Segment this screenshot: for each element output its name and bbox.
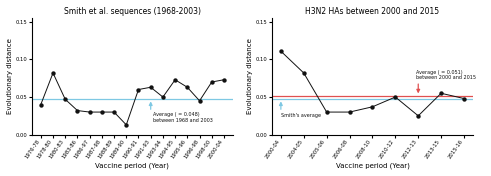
Point [437, 92, 445, 95]
Y-axis label: Evolutionary distance: Evolutionary distance [247, 38, 253, 114]
Text: Smith's average: Smith's average [281, 113, 321, 118]
Point [61, 98, 69, 101]
Text: Average ( = 0.048)
between 1968 and 2003: Average ( = 0.048) between 1968 and 2003 [153, 112, 213, 123]
Point [195, 99, 203, 102]
Point [159, 96, 167, 98]
Point [110, 111, 118, 114]
Y-axis label: Evolutionary distance: Evolutionary distance [7, 38, 13, 114]
Point [37, 103, 45, 106]
Point [135, 88, 142, 91]
X-axis label: Vaccine period (Year): Vaccine period (Year) [95, 163, 169, 169]
Title: H3N2 HAs between 2000 and 2015: H3N2 HAs between 2000 and 2015 [305, 7, 439, 16]
Title: Smith et al. sequences (1968-2003): Smith et al. sequences (1968-2003) [64, 7, 201, 16]
Point [460, 97, 468, 100]
Point [220, 78, 228, 81]
Point [98, 111, 106, 114]
Point [49, 72, 57, 74]
X-axis label: Vaccine period (Year): Vaccine period (Year) [335, 163, 409, 169]
Point [147, 86, 155, 89]
Point [323, 111, 330, 114]
Text: Average ( = 0.051)
between 2000 and 2015: Average ( = 0.051) between 2000 and 2015 [416, 70, 476, 80]
Point [277, 50, 285, 53]
Point [391, 96, 399, 98]
Point [414, 114, 422, 117]
Point [300, 72, 308, 74]
Point [122, 123, 130, 126]
Point [184, 86, 191, 89]
Point [74, 109, 82, 112]
Point [86, 111, 94, 114]
Point [346, 111, 354, 114]
Point [208, 81, 216, 83]
Point [171, 78, 179, 81]
Point [369, 105, 377, 108]
